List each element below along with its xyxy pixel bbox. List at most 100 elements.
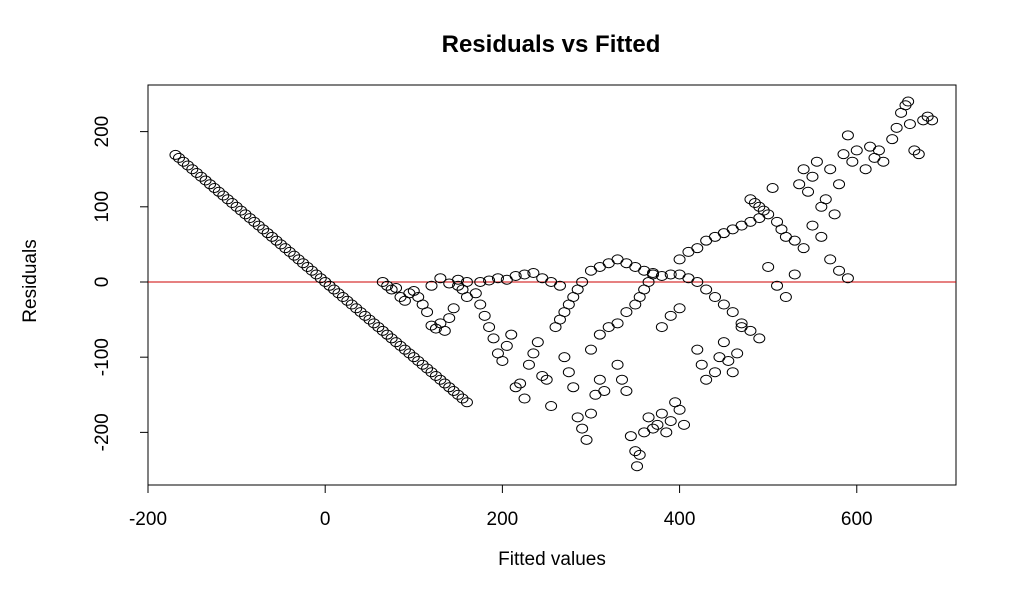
- data-point: [407, 352, 420, 363]
- data-point: [509, 270, 522, 281]
- data-point: [336, 292, 349, 303]
- data-point: [908, 145, 921, 156]
- data-point: [416, 359, 429, 370]
- data-point: [345, 299, 358, 310]
- data-point: [824, 254, 837, 265]
- data-point: [226, 198, 239, 209]
- data-point: [443, 313, 456, 324]
- data-point: [421, 363, 434, 374]
- data-point: [695, 359, 708, 370]
- data-point: [212, 186, 225, 197]
- data-point: [584, 408, 597, 419]
- data-point: [593, 329, 606, 340]
- data-point: [452, 274, 465, 285]
- data-point: [332, 288, 345, 299]
- data-point: [824, 164, 837, 175]
- data-point: [314, 273, 327, 284]
- data-point: [691, 344, 704, 355]
- x-tick-label: 400: [664, 509, 696, 530]
- data-point: [483, 322, 496, 333]
- data-point: [536, 370, 549, 381]
- data-point: [815, 231, 828, 242]
- data-point: [199, 175, 212, 186]
- data-point: [655, 270, 668, 281]
- data-point: [731, 348, 744, 359]
- data-point: [660, 427, 673, 438]
- data-point: [491, 273, 504, 284]
- data-point: [576, 423, 589, 434]
- data-point: [181, 160, 194, 171]
- data-point: [717, 299, 730, 310]
- data-point: [886, 134, 899, 145]
- x-tick-label: 600: [841, 509, 873, 530]
- data-point: [638, 265, 651, 276]
- data-point: [421, 307, 434, 318]
- y-axis-label: Residuals: [20, 239, 41, 322]
- data-point: [611, 359, 624, 370]
- data-point: [292, 254, 305, 265]
- y-axis: -200 -100 0 100 200: [92, 116, 149, 451]
- data-point: [460, 397, 473, 408]
- data-point: [443, 382, 456, 393]
- data-point: [678, 419, 691, 430]
- data-point: [828, 209, 841, 220]
- data-point: [673, 303, 686, 314]
- data-point: [257, 224, 270, 235]
- data-point: [664, 310, 677, 321]
- data-point: [593, 374, 606, 385]
- data-point: [531, 337, 544, 348]
- data-point: [328, 284, 341, 295]
- data-point: [509, 382, 522, 393]
- data-point: [735, 318, 748, 329]
- data-point: [757, 205, 770, 216]
- data-point: [872, 145, 885, 156]
- data-point: [673, 254, 686, 265]
- data-point: [598, 386, 611, 397]
- data-point: [288, 250, 301, 261]
- data-point: [274, 239, 287, 250]
- data-point: [859, 164, 872, 175]
- data-point: [553, 280, 566, 291]
- chart-title: Residuals vs Fitted: [442, 31, 661, 58]
- data-point: [359, 310, 372, 321]
- data-point: [762, 209, 775, 220]
- data-point: [447, 386, 460, 397]
- data-point: [726, 307, 739, 318]
- data-point: [651, 419, 664, 430]
- data-point: [354, 307, 367, 318]
- data-point: [390, 283, 403, 294]
- y-tick-label: -100: [92, 338, 113, 376]
- data-point: [447, 303, 460, 314]
- data-point: [305, 265, 318, 276]
- data-point: [372, 322, 385, 333]
- data-point: [921, 111, 934, 122]
- data-point: [647, 423, 659, 434]
- data-point: [562, 367, 575, 378]
- data-point: [903, 119, 916, 130]
- data-point: [252, 220, 265, 231]
- data-point: [771, 280, 784, 291]
- data-point: [177, 156, 190, 167]
- data-point: [469, 288, 482, 299]
- data-point: [438, 325, 451, 336]
- data-point: [376, 276, 389, 287]
- data-point: [173, 152, 186, 163]
- x-tick-label: 200: [487, 509, 519, 530]
- data-point: [425, 367, 438, 378]
- data-point: [633, 449, 646, 460]
- data-point: [567, 382, 580, 393]
- plot-frame: [147, 84, 957, 486]
- x-tick-label: -200: [129, 509, 167, 530]
- data-point: [500, 340, 513, 351]
- data-point: [762, 261, 775, 272]
- data-point: [810, 156, 823, 167]
- data-point: [341, 295, 354, 306]
- data-point: [753, 201, 766, 212]
- data-point: [452, 389, 465, 400]
- data-point: [381, 280, 394, 291]
- data-point: [691, 276, 704, 287]
- data-point: [576, 276, 589, 287]
- data-point: [487, 333, 500, 344]
- data-point: [429, 323, 442, 334]
